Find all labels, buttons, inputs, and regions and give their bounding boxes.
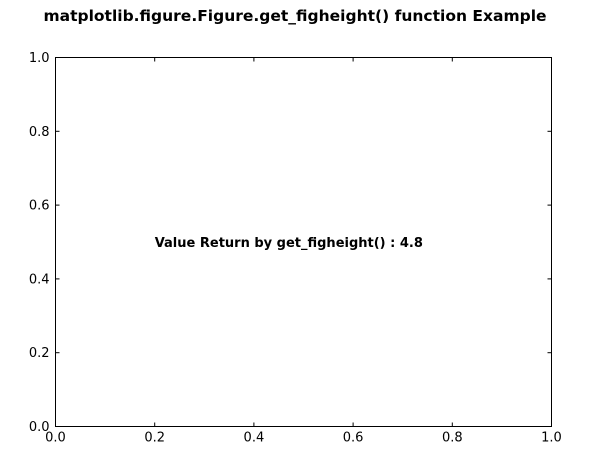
y-tick-label: 0.8 (29, 125, 50, 140)
x-tick-label: 0.6 (343, 431, 364, 446)
y-tick-label: 1.0 (29, 51, 50, 66)
annotation-text: Value Return by get_figheight() : 4.8 (155, 236, 423, 251)
plot-frame (55, 57, 552, 427)
x-tick-label: 0.4 (244, 431, 265, 446)
y-tick-label: 0.2 (29, 346, 50, 361)
annotations: Value Return by get_figheight() : 4.8 (155, 236, 423, 251)
y-tick-label: 0.4 (29, 272, 50, 287)
y-tick-label: 0.0 (29, 420, 50, 435)
x-axis: 0.0 0.2 0.4 0.6 0.8 1.0 (45, 57, 562, 446)
x-tick-label: 0.2 (144, 431, 165, 446)
x-tick-label: 0.0 (45, 431, 66, 446)
y-tick-label: 0.6 (29, 199, 50, 214)
x-tick-label: 0.8 (442, 431, 463, 446)
chart-title: matplotlib.figure.Figure.get_figheight()… (43, 7, 546, 25)
y-axis: 0.0 0.2 0.4 0.6 0.8 1.0 (29, 51, 552, 435)
x-tick-label: 1.0 (541, 431, 562, 446)
